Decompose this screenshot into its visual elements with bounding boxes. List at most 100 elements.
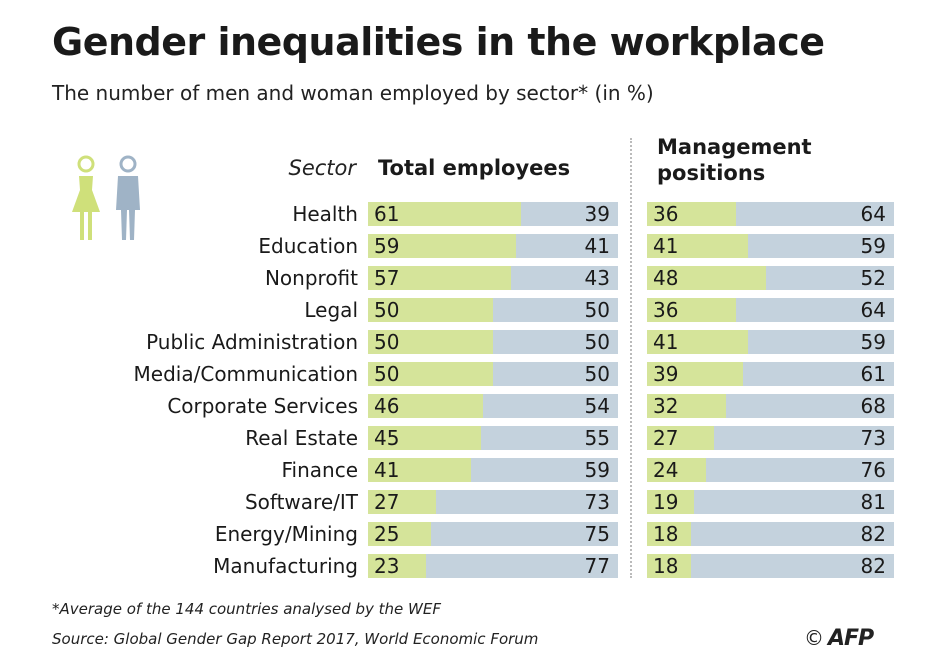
total-women-segment — [368, 266, 511, 290]
mgmt-bar: 36 64 — [647, 298, 894, 322]
total-women-value: 61 — [374, 202, 400, 226]
table-row: Manufacturing 23 77 18 82 — [0, 552, 940, 580]
total-men-value: 55 — [584, 426, 610, 450]
mgmt-men-value: 76 — [860, 458, 886, 482]
mgmt-women-segment — [647, 234, 749, 258]
mgmt-women-value: 41 — [653, 234, 679, 258]
total-bar: 46 54 — [368, 394, 618, 418]
table-row: Media/Communication 50 50 39 61 — [0, 360, 940, 388]
total-women-value: 46 — [374, 394, 400, 418]
total-women-value: 45 — [374, 426, 400, 450]
total-women-segment — [368, 522, 431, 546]
total-women-segment — [368, 394, 483, 418]
mgmt-men-value: 68 — [860, 394, 886, 418]
mgmt-women-segment — [647, 458, 707, 482]
man-icon — [116, 155, 140, 240]
total-women-segment — [368, 458, 471, 482]
total-men-value: 54 — [584, 394, 610, 418]
table-row: Corporate Services 46 54 32 68 — [0, 392, 940, 420]
total-bar: 25 75 — [368, 522, 618, 546]
mgmt-men-value: 64 — [860, 202, 886, 226]
total-bar: 23 77 — [368, 554, 618, 578]
mgmt-bar: 18 82 — [647, 522, 894, 546]
mgmt-women-segment — [647, 298, 736, 322]
total-women-segment — [368, 202, 521, 226]
total-bar: 27 73 — [368, 490, 618, 514]
mgmt-bar: 39 61 — [647, 362, 894, 386]
total-women-segment — [368, 490, 436, 514]
total-bar: 61 39 — [368, 202, 618, 226]
total-women-value: 50 — [374, 362, 400, 386]
total-women-value: 59 — [374, 234, 400, 258]
mgmt-women-segment — [647, 330, 749, 354]
total-men-value: 73 — [584, 490, 610, 514]
sector-label: Software/IT — [244, 490, 358, 514]
table-row: Health 61 39 36 64 — [0, 200, 940, 228]
sector-label: Media/Communication — [133, 362, 358, 386]
total-women-segment — [368, 554, 426, 578]
total-men-value: 43 — [584, 266, 610, 290]
sector-label: Legal — [304, 298, 358, 322]
total-women-value: 50 — [374, 330, 400, 354]
total-women-value: 27 — [374, 490, 400, 514]
mgmt-men-value: 59 — [860, 234, 886, 258]
panel-divider — [630, 138, 632, 578]
chart-title: Gender inequalities in the workplace — [52, 20, 825, 64]
sector-label: Nonprofit — [264, 266, 358, 290]
mgmt-bar: 19 81 — [647, 490, 894, 514]
total-men-value: 41 — [584, 234, 610, 258]
mgmt-men-value: 82 — [860, 522, 886, 546]
mgmt-bar: 24 76 — [647, 458, 894, 482]
total-women-value: 23 — [374, 554, 400, 578]
mgmt-women-segment — [647, 394, 727, 418]
sector-label: Public Administration — [146, 330, 358, 354]
total-bar: 57 43 — [368, 266, 618, 290]
mgmt-women-value: 32 — [653, 394, 679, 418]
total-men-value: 50 — [584, 298, 610, 322]
mgmt-women-segment — [647, 426, 714, 450]
mgmt-bar: 32 68 — [647, 394, 894, 418]
mgmt-women-segment — [647, 362, 744, 386]
total-men-value: 59 — [584, 458, 610, 482]
mgmt-women-value: 48 — [653, 266, 679, 290]
sector-label: Manufacturing — [213, 554, 358, 578]
table-row: Legal 50 50 36 64 — [0, 296, 940, 324]
sector-label: Health — [292, 202, 358, 226]
woman-icon — [72, 155, 100, 240]
mgmt-women-value: 36 — [653, 298, 679, 322]
total-women-value: 50 — [374, 298, 400, 322]
total-women-value: 41 — [374, 458, 400, 482]
copyright-symbol: © — [804, 626, 824, 650]
mgmt-women-value: 41 — [653, 330, 679, 354]
total-men-value: 77 — [584, 554, 610, 578]
total-bar: 50 50 — [368, 330, 618, 354]
mgmt-women-value: 24 — [653, 458, 679, 482]
mgmt-women-value: 18 — [653, 522, 679, 546]
mgmt-women-value: 39 — [653, 362, 679, 386]
total-women-segment — [368, 426, 481, 450]
footnote: *Average of the 144 countries analysed b… — [52, 600, 441, 618]
sector-label: Education — [258, 234, 358, 258]
mgmt-bar: 27 73 — [647, 426, 894, 450]
mgmt-bar: 36 64 — [647, 202, 894, 226]
table-row: Nonprofit 57 43 48 52 — [0, 264, 940, 292]
afp-logo: AFP — [828, 626, 874, 651]
total-bar: 41 59 — [368, 458, 618, 482]
mgmt-bar: 48 52 — [647, 266, 894, 290]
mgmt-men-value: 61 — [860, 362, 886, 386]
mgmt-women-segment — [647, 522, 692, 546]
sector-column-header: Sector — [288, 156, 356, 180]
source-note: Source: Global Gender Gap Report 2017, W… — [52, 630, 539, 648]
mgmt-bar: 18 82 — [647, 554, 894, 578]
sector-label: Corporate Services — [167, 394, 358, 418]
mgmt-men-value: 52 — [860, 266, 886, 290]
total-women-segment — [368, 298, 493, 322]
total-men-value: 50 — [584, 362, 610, 386]
mgmt-women-value: 36 — [653, 202, 679, 226]
credit-logo: © AFP — [804, 626, 874, 651]
mgmt-bar: 41 59 — [647, 330, 894, 354]
management-positions-header: Management positions — [657, 135, 812, 185]
mgmt-women-value: 27 — [653, 426, 679, 450]
mgmt-women-segment — [647, 554, 692, 578]
table-row: Real Estate 45 55 27 73 — [0, 424, 940, 452]
